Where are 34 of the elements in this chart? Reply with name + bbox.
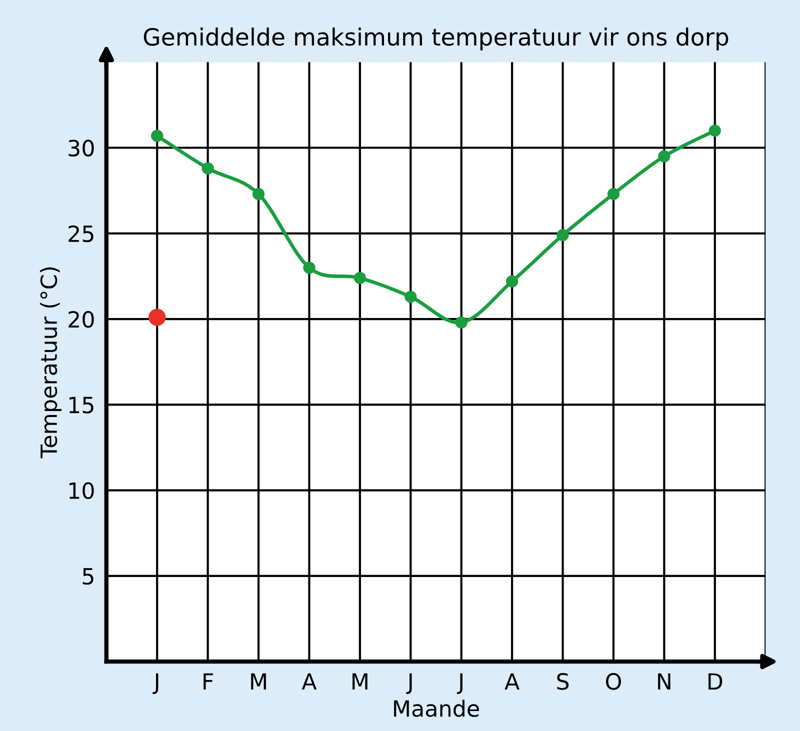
- x-tick-label: D: [708, 673, 722, 690]
- x-tick-label: F: [204, 673, 213, 690]
- y-tick-label: 25: [68, 225, 94, 242]
- x-tick-label: S: [557, 673, 569, 690]
- x-tick-label: A: [504, 673, 520, 690]
- point: [404, 290, 417, 303]
- y-tick-label: 15: [69, 396, 94, 414]
- x-tick-label: J: [456, 673, 462, 694]
- point: [303, 262, 316, 274]
- y-tick-label: 20: [68, 310, 94, 328]
- point: [151, 130, 164, 142]
- point: [607, 188, 620, 200]
- chart-title: Gemiddelde maksimum temperatuur vir ons dorp: [144, 28, 728, 50]
- y-tick-label: 5: [82, 568, 94, 585]
- x-tick-label: N: [658, 673, 670, 690]
- point: [252, 188, 265, 200]
- point: [556, 229, 569, 242]
- point: [506, 275, 518, 288]
- x-tick-label: J: [152, 673, 158, 694]
- x-tick-label: M: [352, 673, 368, 690]
- point: [658, 150, 670, 162]
- x-tick-label: J: [406, 673, 412, 694]
- point: [354, 272, 366, 284]
- x-axis-title: Maande: [394, 700, 479, 717]
- x-tick-label: M: [251, 673, 266, 690]
- point: [455, 316, 468, 329]
- point: [708, 124, 721, 137]
- point: [148, 308, 166, 326]
- y-tick-label: 10: [69, 482, 94, 500]
- y-axis-title: Temperatuur (°C): [40, 267, 62, 458]
- point: [202, 162, 214, 174]
- x-tick-label: A: [302, 673, 317, 690]
- x-tick-label: O: [606, 673, 621, 690]
- y-tick-label: 30: [68, 140, 94, 157]
